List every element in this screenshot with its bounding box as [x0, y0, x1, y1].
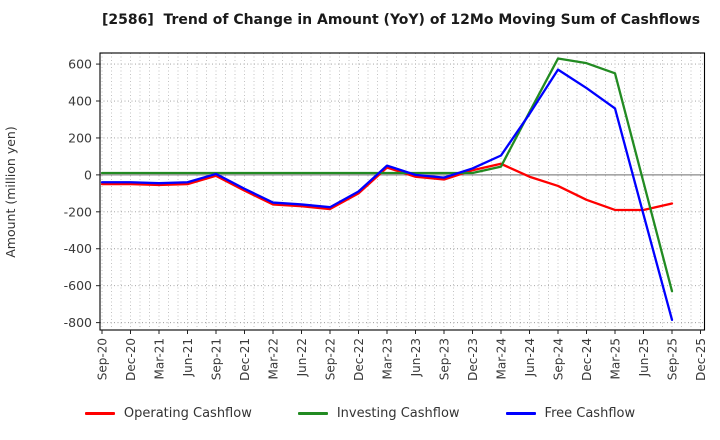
- series-line-2: [100, 68, 674, 321]
- svg-text:Sep-20: Sep-20: [96, 338, 110, 380]
- legend-item-free: Free Cashflow: [505, 406, 636, 421]
- legend-swatch-investing-icon: [297, 412, 328, 415]
- legend-item-investing: Investing Cashflow: [297, 406, 460, 421]
- svg-text:-200: -200: [64, 204, 92, 219]
- svg-text:Dec-22: Dec-22: [352, 338, 366, 381]
- svg-text:-400: -400: [64, 241, 92, 256]
- series-line-1: [100, 57, 674, 293]
- svg-text:Jun-24: Jun-24: [523, 338, 537, 377]
- svg-text:Jun-23: Jun-23: [409, 338, 423, 377]
- tick-labels: Sep-20 Dec-20 Mar-21 Jun-21 Sep-21 Dec-21 Mar-…: [64, 57, 708, 381]
- svg-text:-800: -800: [64, 315, 92, 330]
- svg-text:400: 400: [68, 94, 92, 109]
- svg-text:Jun-25: Jun-25: [637, 338, 651, 377]
- gridlines: [100, 53, 705, 330]
- svg-text:Jun-22: Jun-22: [295, 338, 309, 377]
- svg-text:Mar-21: Mar-21: [153, 338, 167, 379]
- legend-label-investing: Investing Cashflow: [336, 406, 460, 421]
- series-line-0: [100, 162, 674, 212]
- svg-text:Mar-25: Mar-25: [609, 338, 623, 379]
- chart-legend: Operating Cashflow Investing Cashflow Fr…: [0, 406, 720, 421]
- svg-text:200: 200: [68, 130, 92, 145]
- legend-label-operating: Operating Cashflow: [123, 406, 252, 421]
- svg-text:Sep-23: Sep-23: [438, 338, 452, 380]
- svg-text:Sep-21: Sep-21: [210, 338, 224, 380]
- svg-text:0: 0: [84, 167, 92, 182]
- svg-text:Dec-20: Dec-20: [124, 338, 138, 381]
- svg-text:Jun-21: Jun-21: [181, 338, 195, 377]
- legend-label-free: Free Cashflow: [544, 406, 636, 421]
- svg-text:Mar-22: Mar-22: [267, 338, 281, 379]
- svg-text:Dec-25: Dec-25: [694, 338, 708, 381]
- legend-item-operating: Operating Cashflow: [84, 406, 252, 421]
- series-lines: [100, 57, 674, 321]
- svg-text:Dec-24: Dec-24: [580, 338, 594, 381]
- legend-swatch-operating-icon: [84, 412, 115, 415]
- svg-text:Sep-24: Sep-24: [552, 338, 566, 380]
- svg-text:Dec-21: Dec-21: [238, 338, 252, 381]
- svg-text:Sep-22: Sep-22: [324, 338, 338, 380]
- svg-text:Dec-23: Dec-23: [466, 338, 480, 381]
- svg-text:Sep-25: Sep-25: [666, 338, 680, 380]
- chart-title: [2586] Trend of Change in Amount (YoY) o…: [101, 12, 701, 28]
- svg-text:-600: -600: [64, 278, 92, 293]
- svg-text:600: 600: [68, 57, 92, 72]
- svg-text:Mar-23: Mar-23: [381, 338, 395, 379]
- plot-border: [99, 52, 706, 331]
- svg-text:Mar-24: Mar-24: [495, 338, 509, 379]
- legend-swatch-free-icon: [505, 412, 536, 415]
